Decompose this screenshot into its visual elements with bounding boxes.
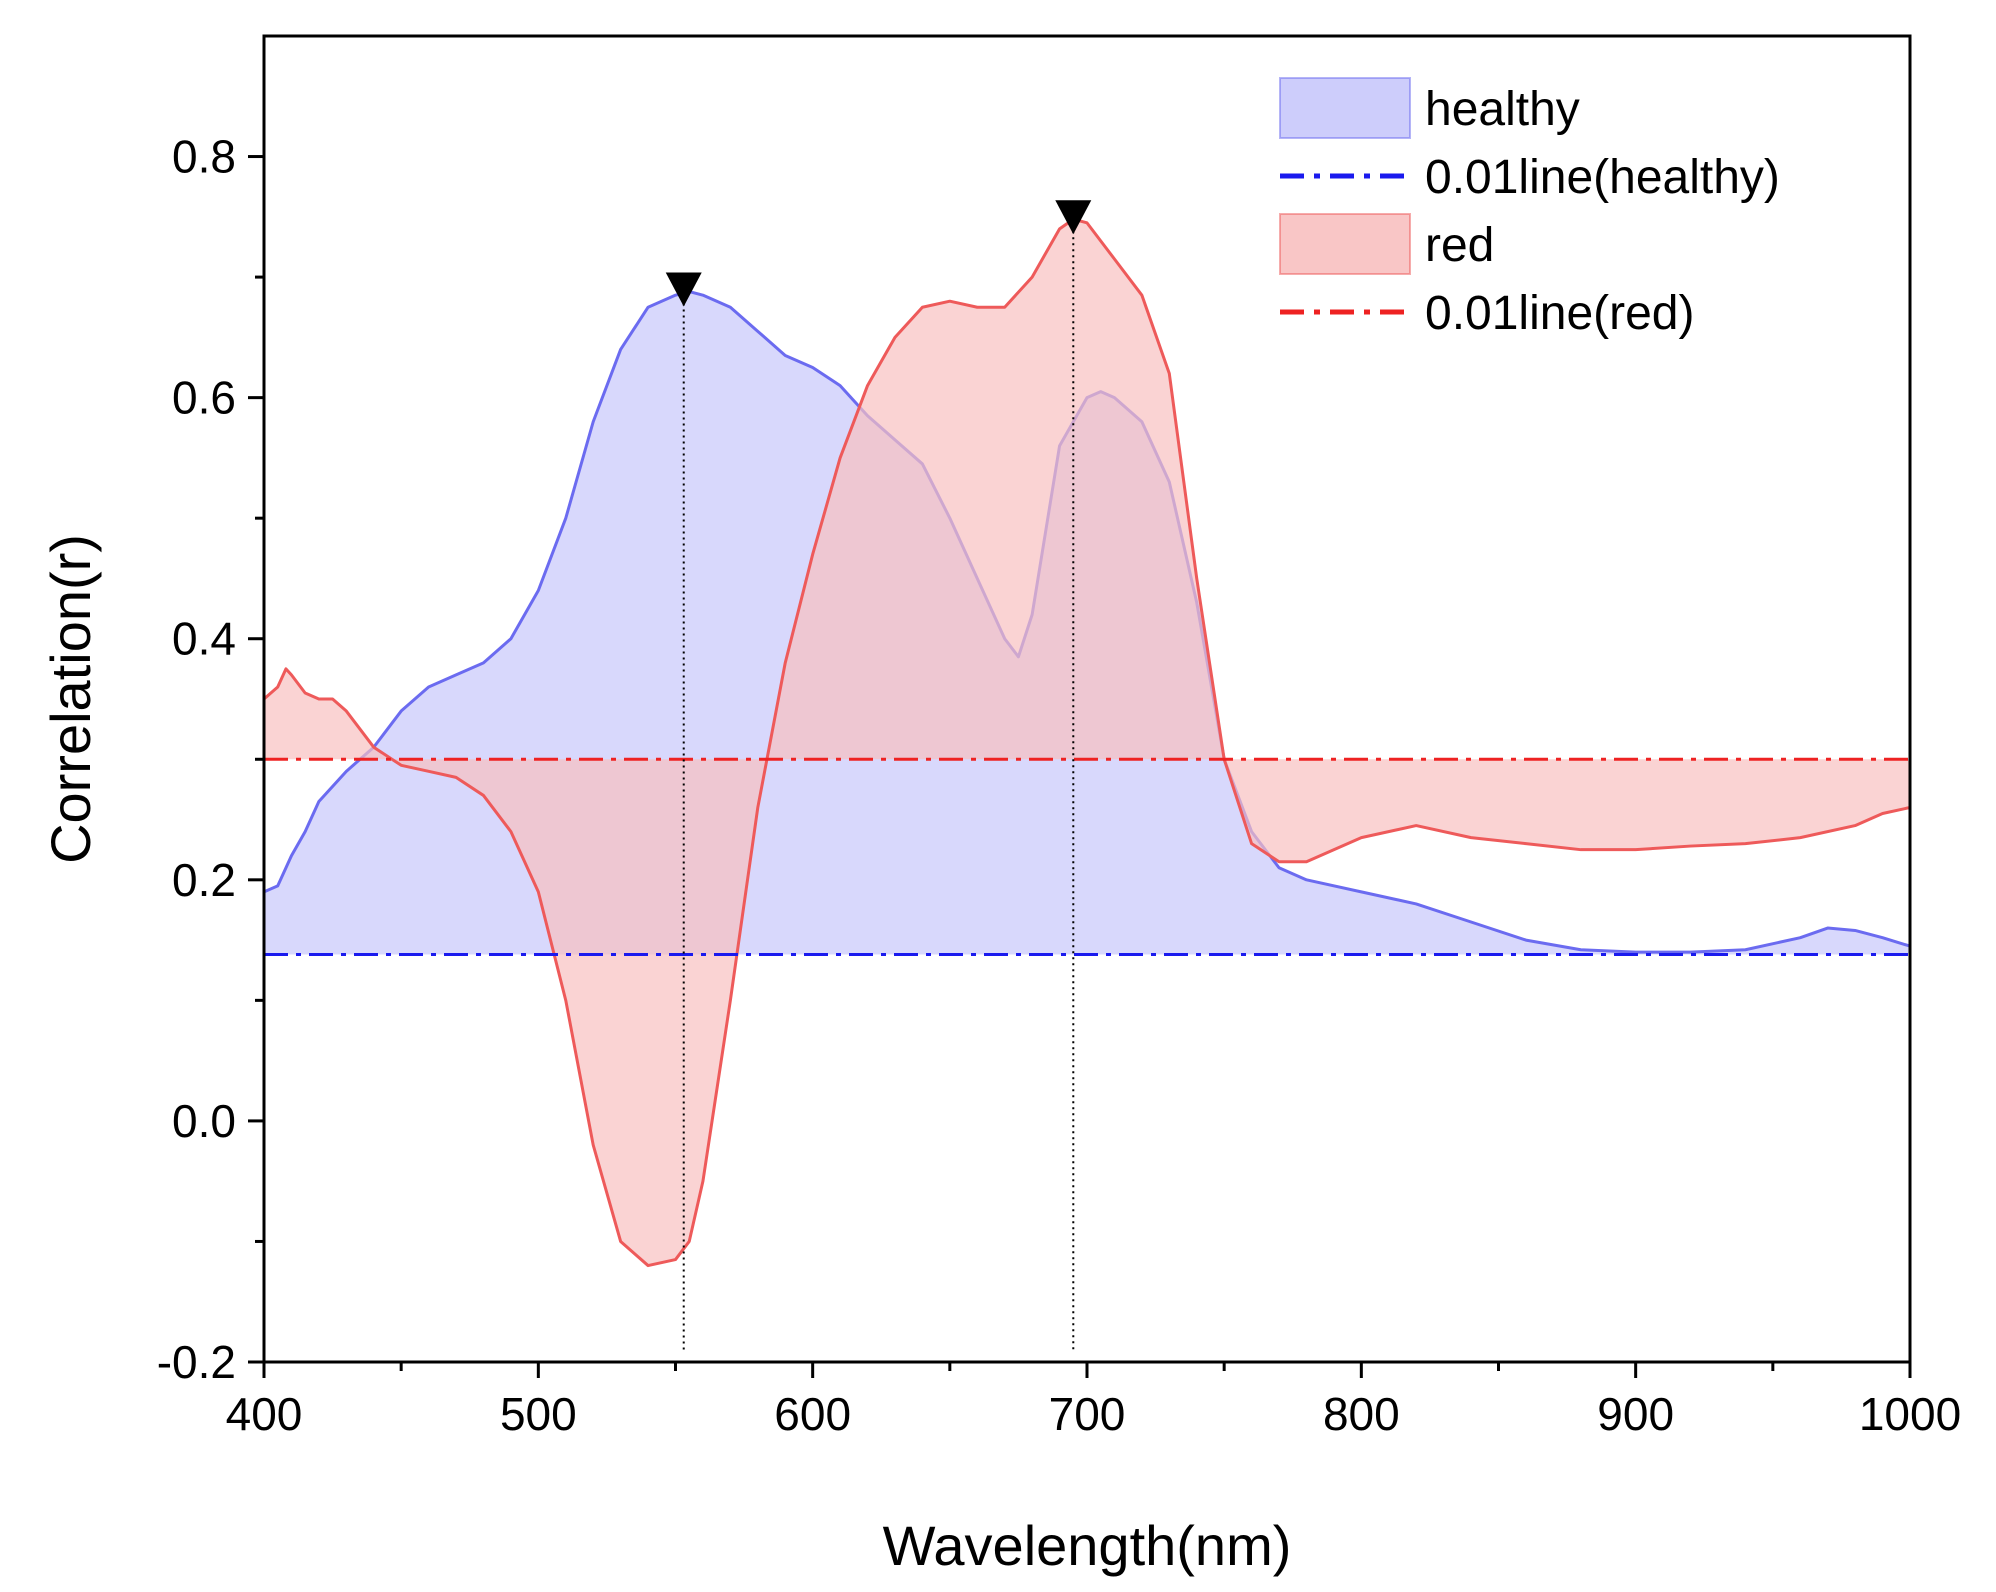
x-tick-label-700: 700 xyxy=(1049,1388,1126,1440)
legend-label-001line-red: 0.01line(red) xyxy=(1425,287,1694,340)
x-tick-label-1000: 1000 xyxy=(1859,1388,1961,1440)
peak-marker-1 xyxy=(665,272,702,307)
legend-swatch-healthy xyxy=(1279,77,1411,139)
red-curve xyxy=(264,217,1910,1268)
y-axis-title: Correlation(r) xyxy=(39,534,102,864)
y-tick-label-2: 0.2 xyxy=(172,854,236,906)
x-tick-label-900: 900 xyxy=(1597,1388,1674,1440)
legend-label-001line-healthy: 0.01line(healthy) xyxy=(1425,151,1780,204)
x-tick-label-600: 600 xyxy=(774,1388,851,1440)
x-tick-label-800: 800 xyxy=(1323,1388,1400,1440)
peak-guide-lines-group xyxy=(682,225,1075,1350)
legend-label-healthy: healthy xyxy=(1425,83,1580,136)
red-area-fill xyxy=(264,219,1910,1266)
y-tick-label-3: 0.4 xyxy=(172,613,236,665)
area-series-group xyxy=(264,217,1910,1268)
x-axis-title: Wavelength(nm) xyxy=(883,1514,1292,1577)
legend: healthy 0.01line(healthy) red 0.01line(red) xyxy=(1279,77,1780,340)
y-tick-label-1: 0.0 xyxy=(172,1095,236,1147)
legend-label-red: red xyxy=(1425,219,1494,272)
threshold-lines-group xyxy=(264,757,1910,957)
x-tick-label-500: 500 xyxy=(500,1388,577,1440)
axes-group: 400 500 600 700 800 900 1000 -0.2 0.0 0.2 0.4 0.6 0.… xyxy=(157,34,1961,1440)
legend-swatch-red xyxy=(1279,213,1411,275)
y-tick-label-5: 0.8 xyxy=(172,131,236,183)
peak-markers-group xyxy=(665,200,1092,307)
y-tick-label-0: -0.2 xyxy=(157,1336,236,1388)
peak-marker-2 xyxy=(1055,200,1092,235)
x-tick-label-400: 400 xyxy=(226,1388,303,1440)
y-tick-label-4: 0.6 xyxy=(172,372,236,424)
